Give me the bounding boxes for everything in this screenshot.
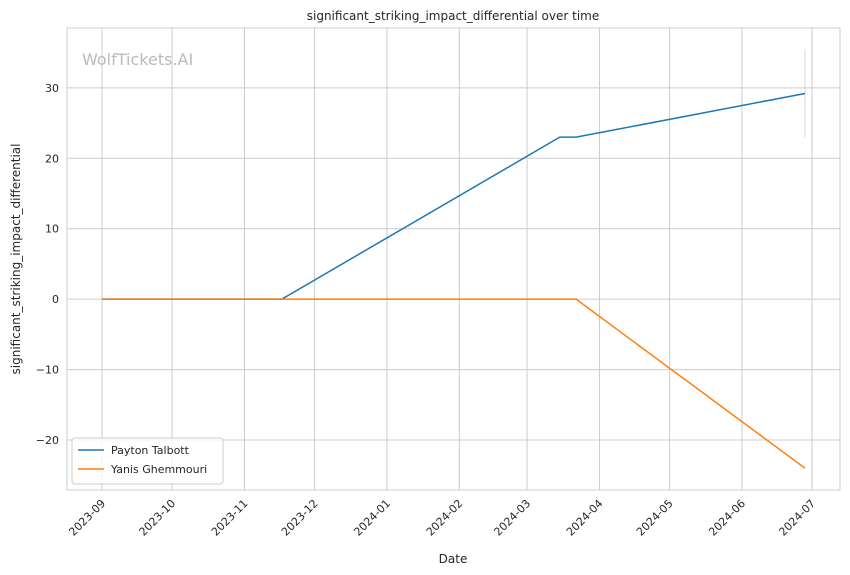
y-tick-label: 20	[45, 152, 59, 165]
legend-label: Yanis Ghemmouri	[110, 463, 207, 476]
x-tick-label: 2023-12	[279, 497, 321, 539]
x-axis-label: Date	[439, 552, 468, 566]
x-tick-label: 2024-06	[706, 497, 748, 539]
x-tick-label: 2023-09	[66, 497, 108, 539]
legend-label: Payton Talbott	[111, 444, 190, 457]
y-tick-label: −10	[36, 364, 59, 377]
x-tick-label: 2024-07	[776, 497, 818, 539]
x-tick-label: 2024-01	[351, 497, 393, 539]
plot-area	[66, 27, 841, 491]
x-tick-label: 2024-04	[564, 497, 606, 539]
y-tick-label: 30	[45, 82, 59, 95]
chart-title: significant_striking_impact_differential…	[307, 9, 599, 23]
x-tick-label: 2024-02	[424, 497, 466, 539]
watermark: WolfTickets.AI	[82, 50, 193, 69]
series-line	[102, 298, 806, 469]
x-tick-label: 2024-03	[491, 497, 533, 539]
x-tick-label: 2023-11	[209, 497, 251, 539]
x-tick-label: 2023-10	[137, 497, 179, 539]
y-tick-label: 0	[52, 293, 59, 306]
series-line	[102, 92, 806, 300]
y-axis-label: significant_striking_impact_differential	[9, 144, 23, 375]
y-tick-label: 10	[45, 223, 59, 236]
y-tick-label: −20	[36, 434, 59, 447]
legend: Payton Talbott Yanis Ghemmouri	[71, 437, 224, 485]
x-tick-label: 2024-05	[634, 497, 676, 539]
